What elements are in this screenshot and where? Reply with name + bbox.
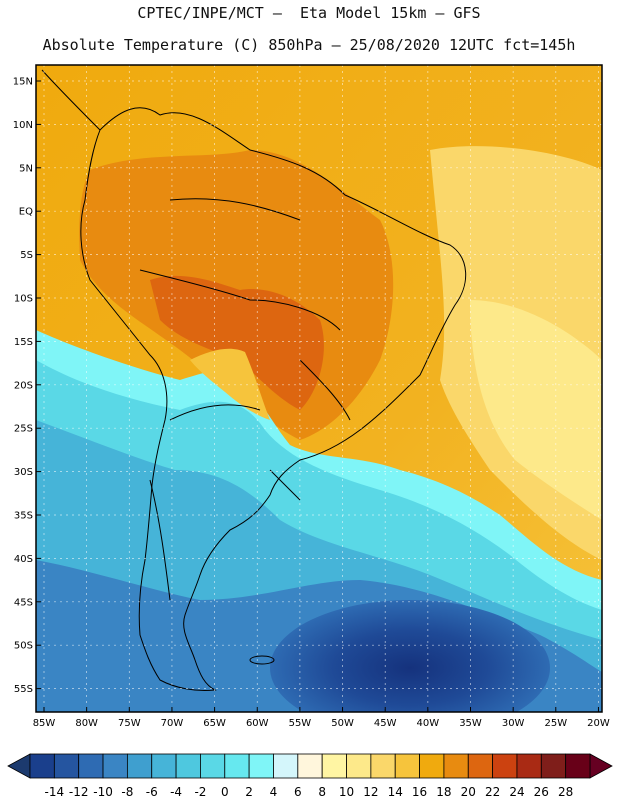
- colorbar-label: -2: [194, 785, 206, 799]
- colorbar-swatch: [53, 753, 80, 779]
- colorbar-label: 24: [509, 785, 524, 799]
- colorbar-label: -6: [146, 785, 158, 799]
- lat-label: 50S: [14, 641, 33, 652]
- lon-label: 55W: [289, 718, 312, 729]
- colorbar-label: -14: [45, 785, 65, 799]
- falkland-islands: [249, 655, 275, 665]
- coastlines: [41, 69, 467, 691]
- colorbar-label: 28: [558, 785, 573, 799]
- colorbar-label: -4: [170, 785, 182, 799]
- graticule: [36, 65, 602, 712]
- colorbar-label: 12: [363, 785, 378, 799]
- colorbar-arrow-low: [7, 753, 31, 779]
- lon-label: 25W: [544, 718, 567, 729]
- lon-label: 45W: [374, 718, 397, 729]
- cold-core-south-atlantic: [270, 600, 550, 712]
- colorbar-label: 26: [534, 785, 549, 799]
- colorbar-swatch: [273, 753, 299, 779]
- lon-label: 20W: [587, 718, 610, 729]
- colorbar-label: -8: [121, 785, 133, 799]
- colorbar-label: 0: [221, 785, 229, 799]
- lon-label: 30W: [502, 718, 525, 729]
- lat-label: 10N: [13, 120, 33, 131]
- temperature-field: [36, 65, 602, 712]
- colorbar-label: 2: [245, 785, 253, 799]
- colorbar-label: 14: [388, 785, 403, 799]
- colorbar-swatch: [200, 753, 226, 779]
- colorbar-swatch: [321, 753, 347, 779]
- colorbar-swatch: [516, 753, 542, 779]
- map-frame: [35, 64, 603, 713]
- latitude-axis: 15N 10N 5N EQ 5S 10S 15S 20S 25S 30S 35S 40S 45S 50S 5…: [13, 77, 41, 695]
- chart-title-line2: Absolute Temperature (C) 850hPa – 25/08/…: [42, 36, 576, 54]
- brazil-border: [139, 198, 351, 421]
- colorbar-arrow-high: [589, 753, 613, 779]
- colorbar-swatch: [346, 753, 372, 779]
- colorbar-swatch: [78, 753, 104, 779]
- colorbar-label: 22: [485, 785, 500, 799]
- lon-label: 75W: [118, 718, 141, 729]
- colorbar-label: 20: [461, 785, 476, 799]
- lat-label: 40S: [14, 554, 33, 565]
- colorbar-label: 8: [318, 785, 326, 799]
- pale-yellow-zone-southeast: [470, 300, 602, 520]
- lon-label: 35W: [459, 718, 482, 729]
- colorbar-label: 18: [436, 785, 451, 799]
- colorbar-swatch: [419, 753, 445, 779]
- colorbar-label: 10: [339, 785, 354, 799]
- lon-label: 65W: [203, 718, 226, 729]
- lon-label: 70W: [161, 718, 184, 729]
- dark-orange-zone-interior: [150, 275, 324, 410]
- lat-label: 15N: [13, 77, 33, 88]
- colorbar-swatch: [248, 753, 274, 779]
- lat-label: 10S: [14, 294, 33, 305]
- colorbar-swatch: [467, 753, 494, 779]
- colorbar-swatch: [224, 753, 250, 779]
- lat-label: 35S: [14, 511, 33, 522]
- lon-label: 80W: [75, 718, 98, 729]
- lat-label: 5N: [19, 163, 33, 174]
- chart-title-line1: CPTEC/INPE/MCT – Eta Model 15km – GFS: [137, 4, 481, 22]
- colorbar-swatch: [370, 753, 396, 779]
- colorbar-swatch: [29, 753, 55, 779]
- colorbar-label: 16: [412, 785, 427, 799]
- south-america-outline: [80, 107, 467, 691]
- colorbar-swatch: [540, 753, 567, 779]
- lat-label: 45S: [14, 597, 33, 608]
- colorbar-swatch: [492, 753, 518, 779]
- central-america-outline: [41, 69, 101, 131]
- colorbar-label: -10: [93, 785, 113, 799]
- colorbar-label: 4: [270, 785, 278, 799]
- lon-label: 85W: [33, 718, 56, 729]
- colorbar-label: 6: [294, 785, 302, 799]
- lat-label: 5S: [20, 250, 33, 261]
- colorbar-swatch: [297, 753, 323, 779]
- southern-cone-borders: [149, 404, 301, 601]
- colorbar-swatch: [443, 753, 469, 779]
- lat-label: 30S: [14, 467, 33, 478]
- colorbar-swatch: [126, 753, 153, 779]
- lat-label: 55S: [14, 684, 33, 695]
- longitude-axis: 85W 80W 75W 70W 65W 60W 55W 50W 45W 40W 35W 30W 25W 2…: [33, 707, 610, 729]
- lat-label: 20S: [14, 380, 33, 391]
- colorbar-swatch: [102, 753, 128, 779]
- colorbar-swatch: [565, 753, 591, 779]
- lat-label: 25S: [14, 424, 33, 435]
- lat-label: EQ: [19, 207, 33, 218]
- colorbar-swatch: [175, 753, 201, 779]
- colorbar-swatch: [151, 753, 177, 779]
- colorbar: -14 -12 -10 -8 -6 -4 -2 0 2 4 6 8 10 12 14 16 18 20 22 24 26…: [7, 753, 613, 799]
- colorbar-swatch: [394, 753, 420, 779]
- lon-label: 50W: [331, 718, 354, 729]
- lon-label: 40W: [417, 718, 440, 729]
- lat-label: 15S: [14, 337, 33, 348]
- colorbar-label: -12: [69, 785, 89, 799]
- lon-label: 60W: [246, 718, 269, 729]
- warm-tongue-southern-brazil: [190, 348, 270, 420]
